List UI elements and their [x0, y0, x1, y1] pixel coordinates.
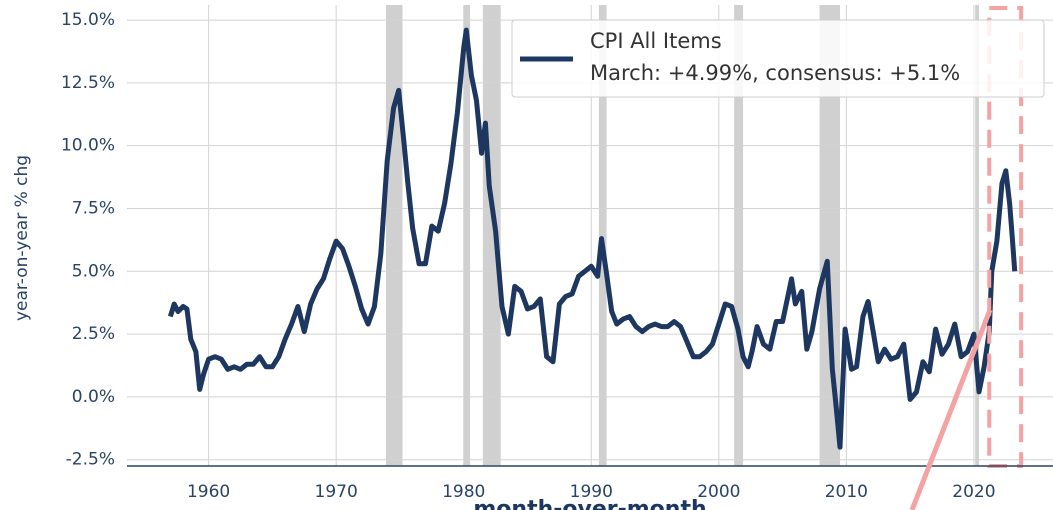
- x-tick-label: 2010: [825, 482, 868, 502]
- x-tick-label: 1980: [442, 482, 485, 502]
- recession-shading: [385, 5, 980, 466]
- y-tick-label: 0.0%: [72, 387, 115, 407]
- x-tick-label: 2000: [697, 482, 740, 502]
- recession-band: [734, 5, 744, 466]
- x-tick-label: 1960: [187, 482, 230, 502]
- x-tick-label: 2020: [952, 482, 995, 502]
- y-tick-label: 15.0%: [61, 10, 115, 30]
- recession-band: [463, 5, 471, 466]
- y-tick-label: 7.5%: [72, 198, 115, 218]
- recession-band: [975, 5, 980, 466]
- bottom-text: month-over-month: [473, 497, 706, 510]
- tick-labels: -2.5% 0.0% 2.5% 5.0% 7.5% 10.0% 12.5% 15.0% 1960…: [61, 10, 996, 502]
- legend-note: March: +4.99%, consensus: +5.1%: [590, 61, 960, 85]
- legend-label: CPI All Items: [590, 29, 722, 53]
- y-tick-label: 12.5%: [61, 73, 115, 93]
- y-tick-label: 2.5%: [72, 324, 115, 344]
- series-line: [167, 27, 1018, 450]
- y-axis-label: year-on-year % chg: [12, 155, 32, 321]
- legend-box: [511, 19, 1045, 98]
- recession-band: [482, 5, 501, 466]
- recession-band: [819, 5, 840, 466]
- recession-band: [598, 5, 607, 466]
- arrow: [909, 309, 993, 510]
- x-tick-label: 1970: [315, 482, 358, 502]
- x-tick-label: 1990: [570, 482, 613, 502]
- y-tick-label: 5.0%: [72, 261, 115, 281]
- y-tick-label: -2.5%: [66, 450, 115, 470]
- y-tick-label: 10.0%: [61, 136, 115, 156]
